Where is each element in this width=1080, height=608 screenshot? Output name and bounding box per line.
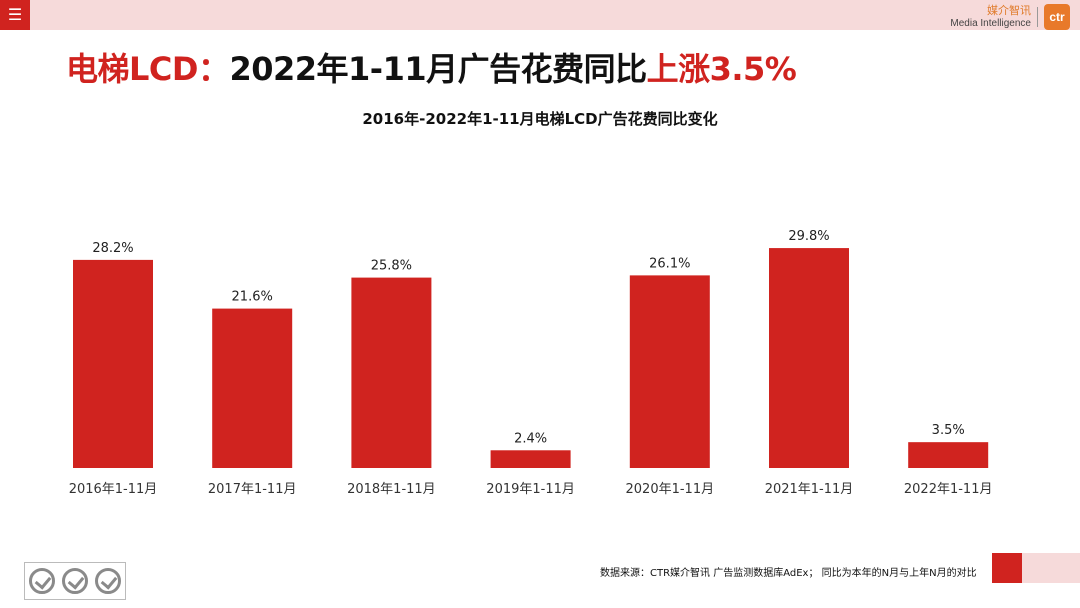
bar xyxy=(73,259,153,468)
footer-pink-block xyxy=(1022,553,1080,583)
hamburger-menu-icon[interactable]: ☰ xyxy=(0,0,30,30)
source-note: 数据来源：CTR媒介智讯 广告监测数据库AdEx； 同比为本年的N月与上年N月的… xyxy=(600,568,977,579)
page-title: 电梯LCD：2022年1-11月广告花费同比上涨3.5% xyxy=(66,44,797,90)
bar-chart: 28.2% 21.6% 25.8% 2.4% 26.1% 29.8% 3.5% 2016年1… xyxy=(69,229,993,497)
brand-text: 媒介智讯 Media Intelligence xyxy=(950,4,1031,29)
category-label: 2016年1-11月 xyxy=(69,482,158,497)
brand: 媒介智讯 Media Intelligence ctr xyxy=(950,4,1070,30)
certification-badges xyxy=(24,562,126,600)
sgs-badge-icon xyxy=(61,568,88,594)
chart-title: 2016年-2022年1-11月电梯LCD广告花费同比变化 xyxy=(362,110,718,128)
title-main: 2022年1-11月广告花费同比 xyxy=(229,50,647,88)
bar-value-label: 26.1% xyxy=(649,256,690,271)
category-label: 2022年1-11月 xyxy=(904,482,993,497)
bar-value-label: 28.2% xyxy=(92,241,133,256)
title-highlight: 上涨3.5% xyxy=(646,50,797,88)
footer-accent-block xyxy=(992,553,1022,583)
sgs-badge-icon xyxy=(95,568,122,594)
brand-name-en: Media Intelligence xyxy=(950,17,1031,29)
brand-divider xyxy=(1037,7,1038,27)
category-label: 2021年1-11月 xyxy=(765,482,854,497)
category-label: 2020年1-11月 xyxy=(626,482,715,497)
brand-name-cn: 媒介智讯 xyxy=(987,4,1031,18)
bar xyxy=(769,248,849,468)
bar-value-label: 21.6% xyxy=(232,290,273,305)
bar-value-label: 3.5% xyxy=(932,423,965,438)
bar-value-label: 2.4% xyxy=(514,431,547,446)
sgs-badge-icon xyxy=(28,568,55,594)
bar xyxy=(490,450,571,468)
bar-value-label: 25.8% xyxy=(371,259,412,274)
bars-group xyxy=(73,248,989,468)
category-label: 2017年1-11月 xyxy=(208,482,297,497)
title-prefix: 电梯LCD： xyxy=(66,50,230,88)
bar xyxy=(629,275,710,468)
bar-value-label: 29.8% xyxy=(788,229,829,244)
category-label: 2019年1-11月 xyxy=(486,482,575,497)
value-labels-group: 28.2% 21.6% 25.8% 2.4% 26.1% 29.8% 3.5% xyxy=(92,229,964,446)
bar xyxy=(908,442,989,468)
bar xyxy=(351,277,432,468)
ctr-logo-icon: ctr xyxy=(1044,4,1070,30)
top-bar xyxy=(0,0,1080,30)
bar xyxy=(212,308,293,468)
category-label: 2018年1-11月 xyxy=(347,482,436,497)
category-labels-group: 2016年1-11月 2017年1-11月 2018年1-11月 2019年1-11月… xyxy=(69,482,993,497)
